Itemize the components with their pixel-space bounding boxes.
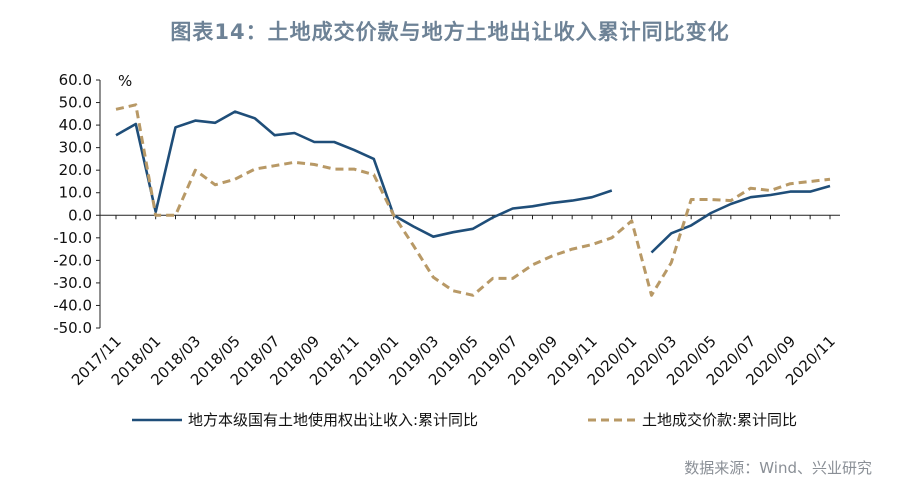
legend-label-1: 地方本级国有土地使用权出让收入:累计同比 bbox=[188, 411, 478, 429]
series-line-2 bbox=[115, 103, 831, 297]
series-line-1 bbox=[115, 110, 831, 254]
y-tick-label: 40.0 bbox=[59, 116, 92, 134]
chart-title: 图表14：土地成交价款与地方土地出让收入累计同比变化 bbox=[170, 20, 730, 44]
y-tick-label: -10.0 bbox=[53, 229, 92, 247]
y-tick-label: 50.0 bbox=[59, 94, 92, 112]
y-tick-label: -50.0 bbox=[53, 319, 92, 337]
series-layer bbox=[115, 103, 831, 297]
y-tick-label: 30.0 bbox=[59, 139, 92, 157]
y-tick-label: 0.0 bbox=[68, 206, 92, 224]
unit-label: % bbox=[118, 72, 132, 90]
y-tick-label: -20.0 bbox=[53, 251, 92, 269]
y-tick-label: -40.0 bbox=[53, 296, 92, 314]
y-tick-label: 20.0 bbox=[59, 161, 92, 179]
source-note: 数据来源：Wind、兴业研究 bbox=[684, 459, 872, 477]
legend: 地方本级国有土地使用权出让收入:累计同比 土地成交价款:累计同比 bbox=[132, 411, 797, 429]
axes: 60.0 50.0 40.0 30.0 20.0 10.0 0.0 -10.0 -20.0 -30… bbox=[53, 71, 840, 389]
y-tick-label: 60.0 bbox=[59, 71, 92, 89]
y-tick-label: 10.0 bbox=[59, 184, 92, 202]
legend-label-2: 土地成交价款:累计同比 bbox=[642, 411, 797, 429]
y-tick-label: -30.0 bbox=[53, 274, 92, 292]
